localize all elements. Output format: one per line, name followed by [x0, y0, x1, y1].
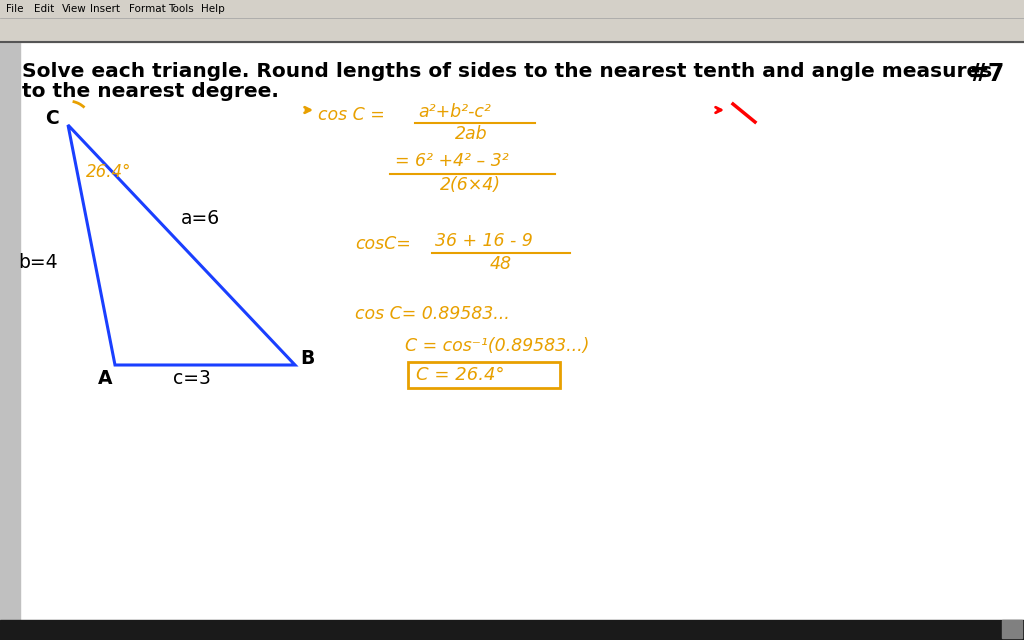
Text: B: B — [300, 349, 314, 367]
Text: 2ab: 2ab — [455, 125, 487, 143]
Text: a=6: a=6 — [180, 209, 219, 227]
Text: Edit: Edit — [34, 4, 54, 14]
Text: C: C — [45, 109, 58, 127]
Text: Help: Help — [202, 4, 225, 14]
Text: 48: 48 — [490, 255, 512, 273]
Bar — [1002, 620, 1022, 638]
Text: cos C= 0.89583...: cos C= 0.89583... — [355, 305, 510, 323]
Text: 2(6×4): 2(6×4) — [440, 176, 501, 194]
Text: a²+b²-c²: a²+b²-c² — [418, 103, 490, 121]
Text: = 6² +4² – 3²: = 6² +4² – 3² — [395, 152, 509, 170]
Text: c=3: c=3 — [173, 369, 211, 387]
Text: b=4: b=4 — [18, 253, 57, 273]
Text: File: File — [6, 4, 24, 14]
Text: 36 + 16 - 9: 36 + 16 - 9 — [435, 232, 532, 250]
Text: Insert: Insert — [90, 4, 120, 14]
Text: C = 26.4°: C = 26.4° — [416, 366, 505, 384]
Bar — [408, 362, 560, 388]
Text: 26.4°: 26.4° — [86, 163, 131, 181]
Text: Tools: Tools — [168, 4, 194, 14]
Bar — [0, 42, 20, 620]
Text: C = cos⁻¹(0.89583...): C = cos⁻¹(0.89583...) — [406, 337, 590, 355]
Text: A: A — [97, 369, 113, 387]
Text: View: View — [62, 4, 87, 14]
Bar — [0, 620, 1024, 640]
Bar — [0, 0, 1024, 18]
Text: to the nearest degree.: to the nearest degree. — [22, 82, 279, 101]
Text: Format: Format — [129, 4, 166, 14]
Text: #7: #7 — [969, 62, 1005, 86]
Text: cos C =: cos C = — [318, 106, 385, 124]
Bar — [0, 18, 1024, 42]
Text: cosC=: cosC= — [355, 235, 411, 253]
Text: Solve each triangle. Round lengths of sides to the nearest tenth and angle measu: Solve each triangle. Round lengths of si… — [22, 62, 992, 81]
